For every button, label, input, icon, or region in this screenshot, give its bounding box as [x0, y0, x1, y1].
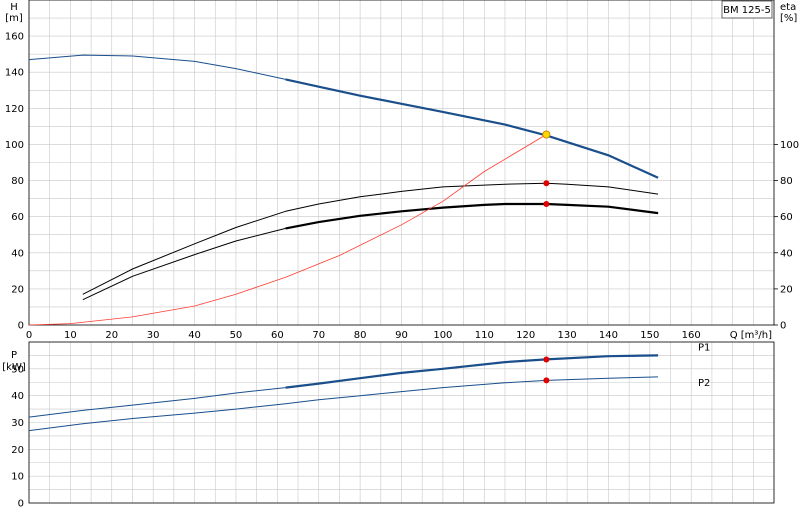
pump-label: BM 125-5 — [723, 5, 771, 16]
series-head-line — [28, 54, 286, 80]
x-axis-label: Q [m³/h] — [730, 330, 772, 341]
y-tick-label: 40 — [11, 248, 24, 259]
y2-axis-unit: [%] — [780, 13, 797, 24]
power-axis-label: P — [11, 350, 17, 361]
x-tick-label: 40 — [188, 330, 201, 341]
x-tick-label: 140 — [599, 330, 618, 341]
x-tick-label: 120 — [516, 330, 535, 341]
y-tick-label: 40 — [11, 391, 24, 402]
series-label-P1: P1 — [698, 342, 710, 353]
series-P1-line — [28, 387, 286, 418]
y2-tick-label: 80 — [780, 176, 793, 187]
y2-tick-label: 60 — [780, 212, 793, 223]
x-tick-label: 30 — [147, 330, 160, 341]
x-tick-label: 70 — [312, 330, 325, 341]
power-axis-unit: [kW] — [2, 362, 26, 373]
y-tick-label: 140 — [5, 68, 24, 79]
series-head-operating-range — [285, 78, 659, 179]
series-P2-line — [28, 376, 659, 432]
x-tick-label: 10 — [64, 330, 77, 341]
duty-point-marker — [543, 180, 550, 187]
y-tick-label: 160 — [5, 32, 24, 43]
series-label-P2: P2 — [698, 378, 710, 389]
y-tick-label: 120 — [5, 104, 24, 115]
y2-tick-label: 0 — [780, 321, 786, 332]
y-tick-label: 50 — [11, 364, 24, 375]
x-tick-label: 0 — [26, 330, 32, 341]
x-tick-label: 50 — [230, 330, 243, 341]
y2-tick-label: 100 — [780, 140, 799, 151]
y-tick-label: 10 — [11, 472, 24, 483]
x-tick-label: 110 — [475, 330, 494, 341]
y-tick-label: 0 — [18, 499, 24, 510]
y2-tick-label: 20 — [780, 284, 793, 295]
y-tick-label: 100 — [5, 140, 24, 151]
y-axis-label: H — [10, 2, 18, 13]
plot-frame — [28, 341, 775, 504]
pump-label-box — [721, 0, 773, 19]
y-tick-label: 30 — [11, 418, 24, 429]
x-tick-label: 60 — [271, 330, 284, 341]
x-tick-label: 90 — [395, 330, 408, 341]
y-tick-label: 60 — [11, 212, 24, 223]
x-tick-label: 160 — [682, 330, 701, 341]
y-axis-unit: [m] — [5, 13, 23, 24]
x-tick-label: 80 — [354, 330, 367, 341]
series-eta-line — [82, 227, 286, 301]
plot-frame — [28, 0, 775, 326]
y-tick-label: 20 — [11, 445, 24, 456]
power-plot: 0 10 20 30 40 50 P[kW] P1 P2 — [2, 341, 775, 510]
y2-axis-label: eta — [780, 2, 796, 13]
series-eta-operating-range — [285, 202, 659, 230]
duty-point-marker — [542, 130, 551, 139]
x-tick-label: 100 — [433, 330, 452, 341]
y-tick-label: 20 — [11, 284, 24, 295]
x-tick-label: 150 — [640, 330, 659, 341]
x-tick-label: 130 — [558, 330, 577, 341]
main-plot: 0 20 40 60 80 100 120 140 160 0 20 40 60 80 100 0 10 20 30… — [5, 0, 799, 341]
series-system-line — [28, 134, 547, 326]
duty-point-marker — [543, 377, 550, 384]
x-tick-label: 20 — [105, 330, 118, 341]
y2-tick-label: 40 — [780, 248, 793, 259]
duty-point-marker — [543, 356, 550, 363]
duty-point-marker — [543, 201, 550, 208]
series-P1-operating-range — [285, 354, 659, 389]
y-tick-label: 0 — [18, 321, 24, 332]
y-tick-label: 80 — [11, 176, 24, 187]
series-eta-upper-line — [82, 182, 659, 295]
